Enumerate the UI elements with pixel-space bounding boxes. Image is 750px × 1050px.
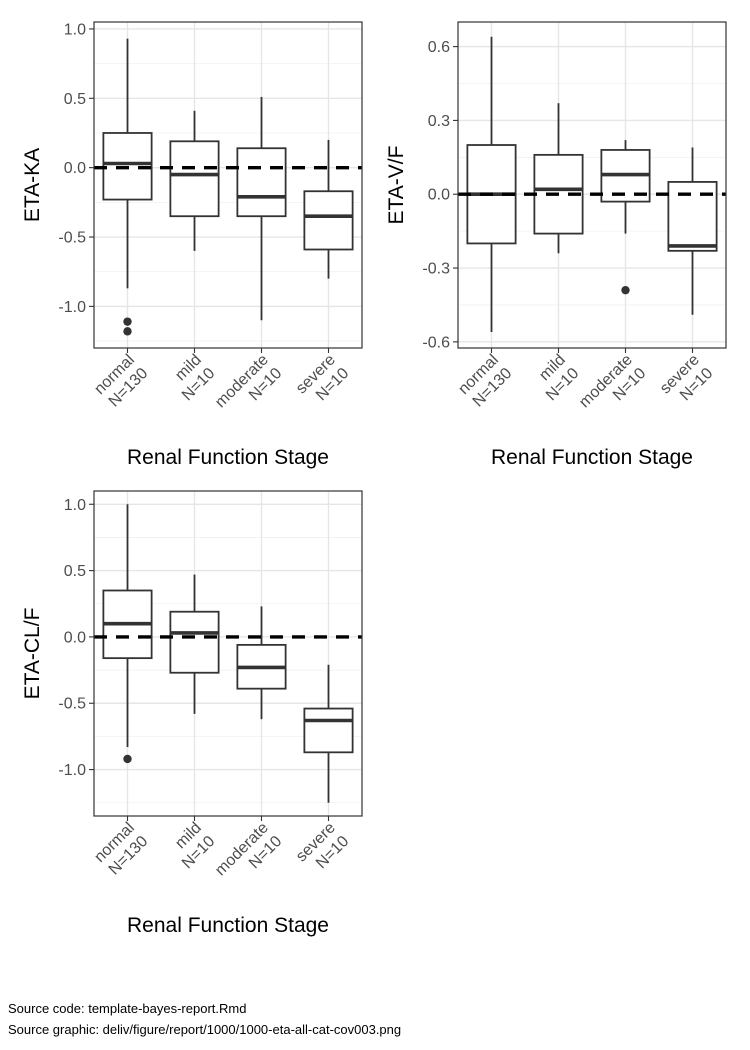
panel-border xyxy=(93,21,363,349)
outlier-point xyxy=(621,285,630,295)
y-tick-label: 0.0 xyxy=(64,160,86,177)
box-iqr xyxy=(303,190,354,251)
box-iqr xyxy=(169,140,220,218)
outlier-point xyxy=(123,754,132,764)
y-tick-label: 0.0 xyxy=(64,629,86,646)
x-tick-label: severeN=10 xyxy=(293,819,352,878)
box-iqr xyxy=(236,147,287,218)
box-severe xyxy=(303,664,354,803)
source-graphic-caption: Source graphic: deliv/figure/report/1000… xyxy=(8,1022,402,1037)
box-moderate xyxy=(236,606,287,720)
box-iqr xyxy=(169,610,220,674)
panel-border xyxy=(457,21,727,349)
x-tick-label: moderateN=10 xyxy=(576,351,649,424)
source-code-caption: Source code: template-bayes-report.Rmd xyxy=(8,1001,247,1016)
x-tick-label: mildN=10 xyxy=(166,351,219,404)
y-tick-label: -0.6 xyxy=(422,334,450,351)
x-tick-label: normalN=130 xyxy=(455,351,515,411)
y-axis-title: ETA-CL/F xyxy=(21,608,44,700)
y-tick-label: 0.3 xyxy=(428,113,450,130)
box-moderate xyxy=(236,96,287,321)
x-tick-label: moderateN=10 xyxy=(212,819,285,892)
box-normal xyxy=(102,504,153,764)
y-tick-label: 0.5 xyxy=(64,91,86,108)
panel-border xyxy=(93,490,363,817)
y-axis-title: ETA-KA xyxy=(21,148,44,222)
y-tick-label: 1.0 xyxy=(64,21,86,38)
x-tick-label: normalN=130 xyxy=(91,819,151,879)
x-tick-label: mildN=10 xyxy=(166,819,219,872)
panel-2: 0.6 0.3 0.0 -0.3 -0.6 normalN=130 mildN=10mode… xyxy=(385,21,727,469)
x-tick-label: mildN=10 xyxy=(530,351,583,404)
panel-3: 1.0 0.5 0.0 -0.5 -1.0 normalN=130 mildN=10mode… xyxy=(21,490,363,937)
y-tick-label: -0.3 xyxy=(422,261,450,278)
y-tick-label: 0.0 xyxy=(428,187,450,204)
box-iqr xyxy=(667,181,718,252)
x-axis-title: Renal Function Stage xyxy=(127,914,329,937)
y-tick-label: 1.0 xyxy=(64,497,86,514)
x-tick-label: moderateN=10 xyxy=(212,351,285,424)
y-tick-label: -1.0 xyxy=(58,762,86,779)
x-tick-label: severeN=10 xyxy=(657,351,716,410)
x-axis-title: Renal Function Stage xyxy=(127,446,329,469)
x-tick-label: normalN=130 xyxy=(91,351,151,411)
y-tick-label: -0.5 xyxy=(58,696,86,713)
outlier-point xyxy=(123,317,132,326)
box-mild xyxy=(169,110,220,251)
y-tick-label: 0.5 xyxy=(64,563,86,580)
box-severe xyxy=(303,139,354,279)
y-axis-title: ETA-V/F xyxy=(385,146,408,225)
x-tick-label: severeN=10 xyxy=(293,351,352,410)
y-tick-label: -1.0 xyxy=(58,299,86,316)
x-axis-title: Renal Function Stage xyxy=(491,446,693,469)
box-mild xyxy=(169,574,220,714)
y-tick-label: -0.5 xyxy=(58,230,86,247)
panel-1: 1.0 0.5 0.0 -0.5 -1.0 normalN=130 mildN=10mode… xyxy=(21,21,363,469)
box-moderate xyxy=(600,140,651,295)
y-tick-label: 0.6 xyxy=(428,39,450,56)
outlier-point xyxy=(123,327,132,336)
box-iqr xyxy=(303,707,354,754)
